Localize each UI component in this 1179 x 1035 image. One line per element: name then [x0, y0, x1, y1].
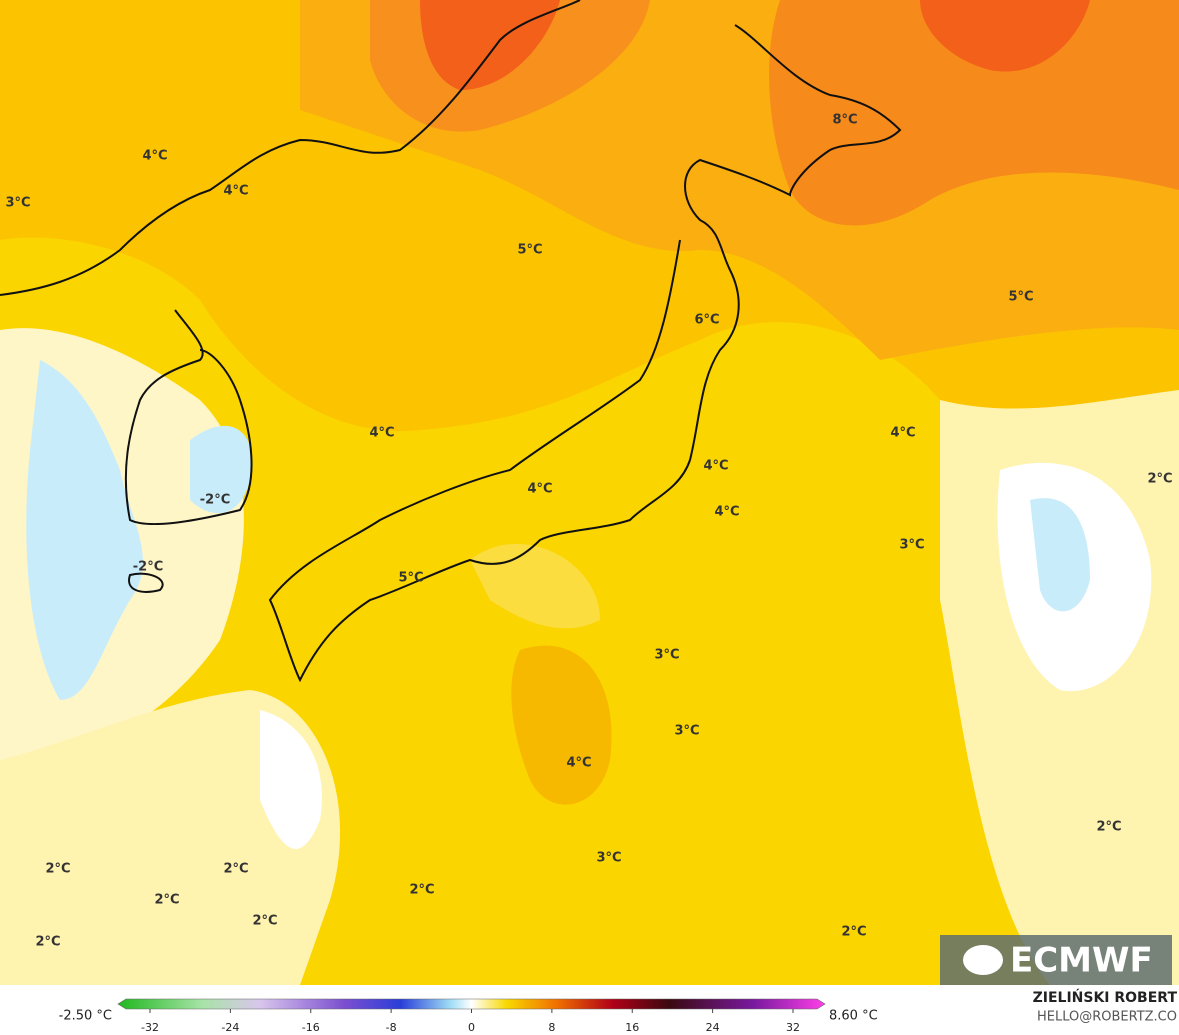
- temperature-label: 3°C: [654, 648, 679, 663]
- colorbar-max: 8.60 °C: [829, 1009, 878, 1024]
- colorbar-tick-label: 24: [706, 1021, 720, 1034]
- temperature-label: 4°C: [527, 482, 552, 497]
- logo-text: ECMWF: [1010, 941, 1153, 981]
- temperature-label: -2°C: [133, 560, 163, 575]
- temperature-label: 2°C: [1096, 820, 1121, 835]
- temperature-label: 4°C: [142, 149, 167, 164]
- temperature-label: 8°C: [832, 113, 857, 128]
- credit-contact: HELLO@ROBERTZ.CO: [1037, 1010, 1177, 1025]
- temperature-label: 3°C: [674, 724, 699, 739]
- temperature-label: 2°C: [409, 883, 434, 898]
- temperature-label: 2°C: [154, 893, 179, 908]
- temperature-label: 2°C: [252, 914, 277, 929]
- colorbar-tick-label: -24: [221, 1021, 239, 1034]
- temperature-label: 5°C: [517, 243, 542, 258]
- colorbar-tick-label: 16: [625, 1021, 639, 1034]
- temperature-label: 4°C: [223, 184, 248, 199]
- colorbar-tick-label: -8: [386, 1021, 397, 1034]
- colorbar-tick-label: -16: [302, 1021, 320, 1034]
- temperature-label: 3°C: [5, 196, 30, 211]
- logo: ECMWF: [940, 935, 1172, 985]
- temperature-label: 5°C: [1008, 290, 1033, 305]
- temperature-label: 4°C: [566, 756, 591, 771]
- temperature-label: 2°C: [223, 862, 248, 877]
- colorbar-tick-label: -32: [141, 1021, 159, 1034]
- temperature-label: -2°C: [200, 493, 230, 508]
- temperature-label: 4°C: [714, 505, 739, 520]
- temperature-label: 3°C: [899, 538, 924, 553]
- temperature-label: 2°C: [841, 925, 866, 940]
- colorbar-tick-label: 32: [786, 1021, 800, 1034]
- colorbar-tick-label: 0: [468, 1021, 475, 1034]
- temperature-label: 6°C: [694, 313, 719, 328]
- map-labels: 4°C 3°C 4°C 5°C 8°C 5°C 6°C 4°C 4°C 4°C -2°C 4°C 4°C…: [5, 113, 1172, 950]
- temperature-label: 2°C: [35, 935, 60, 950]
- coastlines: [0, 0, 902, 683]
- credit-name: ZIELIŃSKI ROBERT: [1033, 988, 1178, 1006]
- colorbar: -2.50 °C 8.60 °C -32 -24 -16 -8 0 8 16 24 32: [59, 998, 878, 1034]
- colorbar-tick-label: 8: [548, 1021, 555, 1034]
- colorbar-scale: [117, 998, 826, 1010]
- colorbar-min: -2.50 °C: [59, 1009, 112, 1024]
- temperature-label: 2°C: [45, 862, 70, 877]
- temperature-label: 4°C: [703, 459, 728, 474]
- temperature-label: 4°C: [369, 426, 394, 441]
- temperature-label: 3°C: [596, 851, 621, 866]
- temperature-label: 5°C: [398, 571, 423, 586]
- temperature-label: 4°C: [890, 426, 915, 441]
- temperature-label: 2°C: [1147, 472, 1172, 487]
- map-field: [0, 0, 1179, 985]
